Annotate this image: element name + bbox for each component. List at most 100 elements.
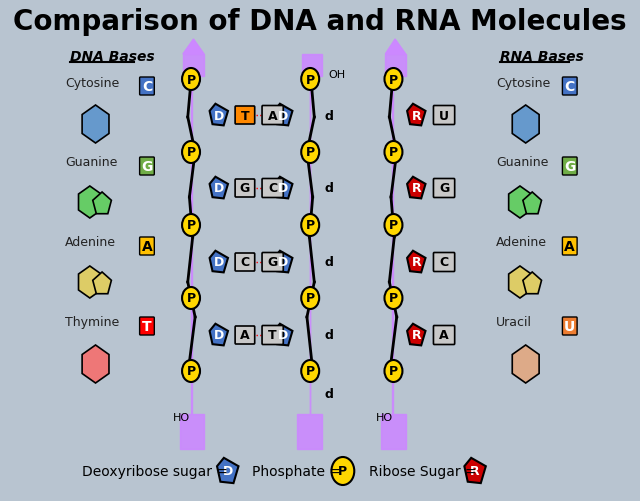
Polygon shape [385, 40, 406, 55]
Text: G: G [564, 160, 575, 174]
Polygon shape [180, 55, 204, 449]
FancyBboxPatch shape [235, 107, 255, 125]
Text: P: P [186, 292, 196, 305]
Text: Uracil: Uracil [496, 316, 532, 329]
Text: D: D [278, 182, 289, 195]
Text: P: P [186, 219, 196, 232]
Text: G: G [240, 182, 250, 195]
Text: D: D [278, 329, 289, 342]
FancyBboxPatch shape [235, 326, 255, 344]
Text: DNA Bases: DNA Bases [70, 50, 155, 64]
Text: P: P [306, 219, 315, 232]
Text: P: P [306, 365, 315, 378]
Polygon shape [209, 324, 228, 346]
Text: D: D [214, 182, 224, 195]
Polygon shape [79, 187, 101, 218]
Polygon shape [381, 55, 406, 449]
Text: D: D [278, 109, 289, 122]
Text: HO: HO [173, 412, 190, 422]
FancyBboxPatch shape [262, 326, 284, 345]
Polygon shape [209, 105, 228, 126]
Text: d: d [325, 329, 334, 342]
Circle shape [385, 288, 403, 310]
Text: R: R [412, 329, 421, 342]
Text: C: C [142, 80, 152, 94]
Circle shape [182, 214, 200, 236]
Text: P: P [306, 73, 315, 86]
Text: P: P [306, 292, 315, 305]
Text: R: R [412, 182, 421, 195]
Circle shape [301, 360, 319, 382]
FancyBboxPatch shape [140, 78, 154, 96]
FancyBboxPatch shape [433, 253, 454, 272]
Text: T: T [241, 109, 249, 122]
Text: P: P [389, 219, 398, 232]
Text: P: P [306, 146, 315, 159]
Polygon shape [465, 458, 486, 483]
Circle shape [385, 214, 403, 236]
Text: G: G [141, 160, 153, 174]
Circle shape [301, 214, 319, 236]
FancyBboxPatch shape [140, 158, 154, 176]
Text: P: P [339, 464, 348, 477]
Text: Thymine: Thymine [65, 316, 120, 329]
Text: A: A [268, 109, 278, 122]
FancyBboxPatch shape [262, 179, 284, 198]
Circle shape [332, 457, 355, 485]
Polygon shape [79, 267, 101, 299]
Text: G: G [268, 256, 278, 269]
Text: Adenine: Adenine [496, 236, 547, 249]
FancyBboxPatch shape [433, 326, 454, 345]
FancyBboxPatch shape [433, 179, 454, 198]
Polygon shape [297, 55, 322, 449]
Polygon shape [82, 345, 109, 383]
FancyBboxPatch shape [235, 254, 255, 272]
Text: Adenine: Adenine [65, 236, 116, 249]
Circle shape [182, 288, 200, 310]
Text: T: T [268, 329, 277, 342]
Text: D: D [214, 329, 224, 342]
Text: A: A [240, 329, 250, 342]
Text: D: D [214, 109, 224, 122]
Text: A: A [439, 329, 449, 342]
Polygon shape [93, 192, 111, 214]
Polygon shape [523, 273, 541, 294]
Circle shape [385, 142, 403, 164]
FancyBboxPatch shape [433, 106, 454, 125]
Text: C: C [241, 256, 250, 269]
Text: RNA Bases: RNA Bases [500, 50, 584, 64]
Text: P: P [389, 365, 398, 378]
Text: D: D [278, 256, 289, 269]
Text: C: C [564, 80, 575, 94]
FancyBboxPatch shape [235, 180, 255, 197]
FancyBboxPatch shape [262, 106, 284, 125]
Circle shape [182, 360, 200, 382]
Polygon shape [183, 40, 204, 55]
Circle shape [385, 69, 403, 91]
Text: D: D [223, 464, 233, 477]
Text: T: T [142, 319, 152, 333]
Text: C: C [268, 182, 277, 195]
Circle shape [301, 69, 319, 91]
Text: OH: OH [328, 70, 346, 80]
Text: d: d [325, 388, 334, 401]
Polygon shape [512, 345, 539, 383]
Text: Guanine: Guanine [65, 156, 118, 169]
Polygon shape [523, 192, 541, 214]
Circle shape [182, 69, 200, 91]
Polygon shape [209, 251, 228, 273]
Text: Cytosine: Cytosine [496, 76, 550, 89]
Text: Cytosine: Cytosine [65, 76, 120, 89]
Polygon shape [512, 106, 539, 144]
Polygon shape [274, 177, 292, 199]
FancyBboxPatch shape [563, 158, 577, 176]
Polygon shape [407, 324, 426, 346]
Text: P: P [186, 146, 196, 159]
Polygon shape [82, 106, 109, 144]
Polygon shape [407, 251, 426, 273]
Polygon shape [93, 273, 111, 294]
Text: U: U [439, 109, 449, 122]
Text: P: P [389, 292, 398, 305]
Circle shape [385, 360, 403, 382]
Polygon shape [274, 251, 292, 273]
